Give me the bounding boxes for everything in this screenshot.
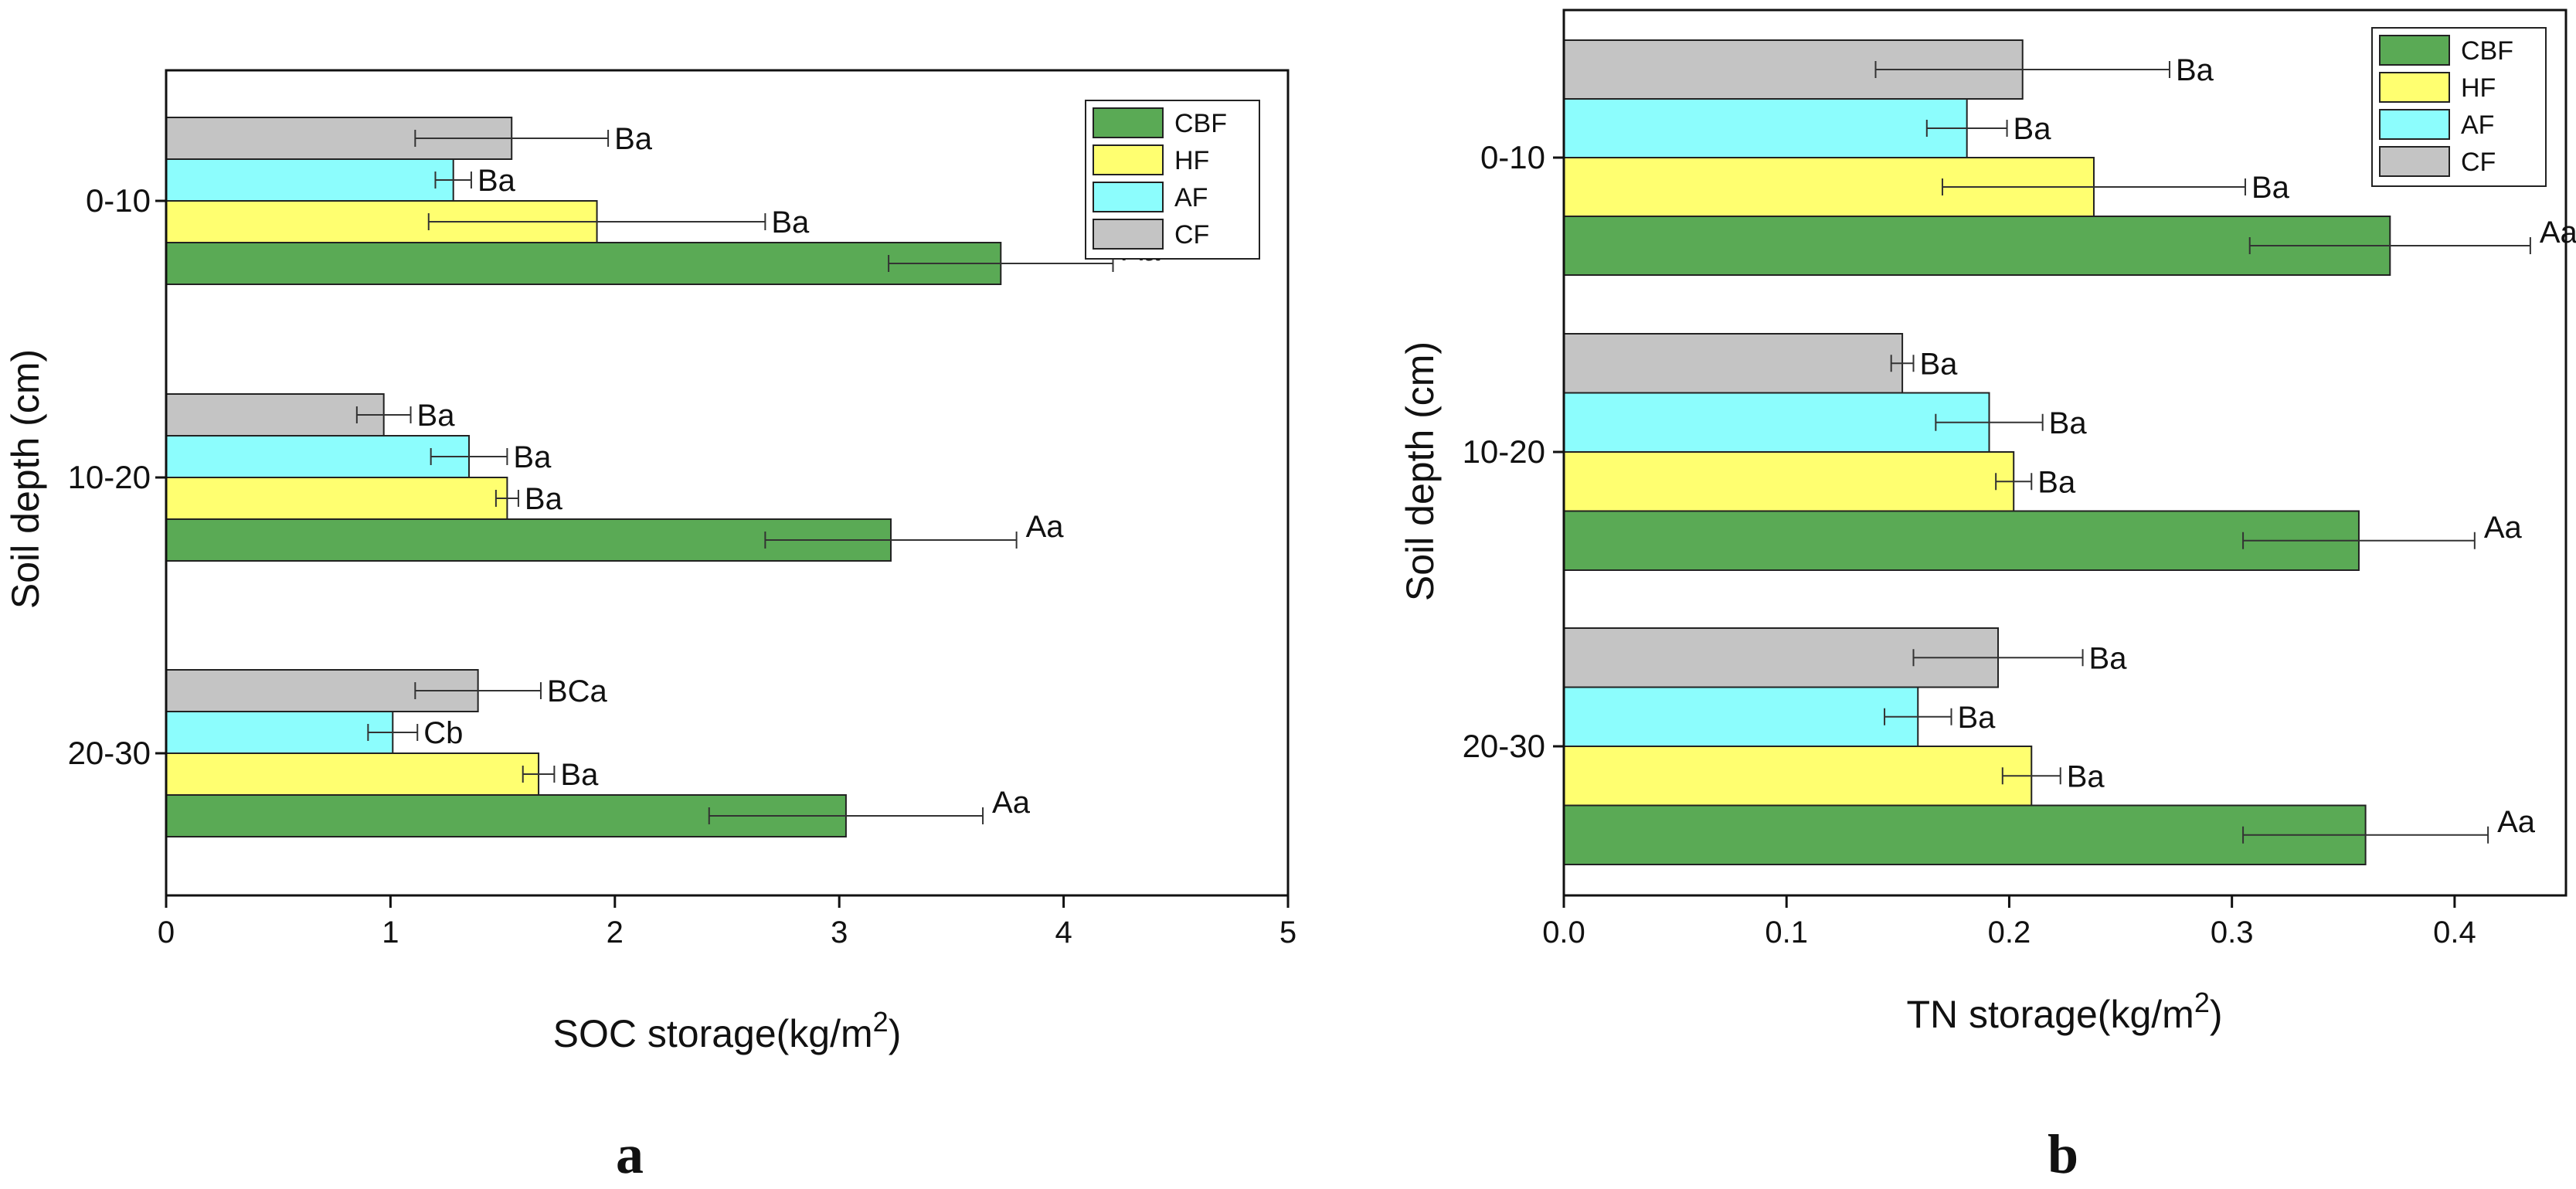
x-axis-title-superscript: 2 <box>873 1006 889 1038</box>
x-tick-label: 0.2 <box>1988 916 2031 950</box>
significance-label: Ba <box>2049 406 2088 440</box>
significance-label: Ba <box>1920 347 1959 381</box>
significance-label: BCa <box>547 674 608 708</box>
bar-af-20-30 <box>165 711 394 754</box>
significance-label: Ba <box>614 122 653 156</box>
significance-label: Ba <box>2089 641 2128 675</box>
x-axis-title: SOC storage(kg/m2) <box>553 1006 902 1055</box>
y-tick-label: 20-30 <box>68 735 151 771</box>
bar-hf-10-20 <box>1563 451 2015 512</box>
significance-label: Aa <box>2497 805 2536 839</box>
y-tick-label: 0-10 <box>1480 139 1545 175</box>
x-axis-title-close: ) <box>2210 993 2223 1036</box>
x-axis-title-superscript: 2 <box>2194 987 2210 1018</box>
legend-swatch-hf <box>2379 72 2450 103</box>
legend-swatch-cbf <box>1093 107 1164 138</box>
panel-letter-a: a <box>616 1123 644 1185</box>
bar-af-10-20 <box>165 435 471 478</box>
significance-label: Ba <box>2014 112 2052 146</box>
bar-cf-10-20 <box>1563 333 1904 394</box>
significance-label: Ba <box>771 206 810 239</box>
legend-swatch-cf <box>1093 219 1164 250</box>
bar-af-0-10 <box>165 158 454 202</box>
x-tick-label: 0.3 <box>2211 916 2254 950</box>
significance-label: Ba <box>1958 701 1997 735</box>
significance-label: Ba <box>477 164 516 198</box>
significance-label: Cb <box>423 716 463 750</box>
x-axis-title: TN storage(kg/m2) <box>1906 987 2222 1036</box>
legend-label-hf: HF <box>2461 73 2496 103</box>
legend-label-cf: CF <box>2461 148 2496 177</box>
legend-label-hf: HF <box>1174 146 1209 175</box>
significance-label: Aa <box>2484 511 2523 545</box>
legend-swatch-cbf <box>2379 35 2450 66</box>
significance-label: Aa <box>2540 216 2576 250</box>
x-tick-label: 4 <box>1055 916 1072 950</box>
bar-af-20-30 <box>1563 686 1919 747</box>
legend-swatch-af <box>1093 182 1164 212</box>
y-tick-label: 20-30 <box>1463 728 1545 764</box>
significance-label: Ba <box>560 758 599 792</box>
significance-label: Ba <box>2176 53 2214 87</box>
bar-cf-10-20 <box>165 393 385 437</box>
y-tick-label: 10-20 <box>68 459 151 495</box>
x-tick-label: 0.0 <box>1542 916 1585 950</box>
bar-af-0-10 <box>1563 98 1968 158</box>
x-tick-label: 0 <box>158 916 175 950</box>
significance-label: Aa <box>1026 510 1065 544</box>
x-axis-title-text: TN storage(kg/m <box>1906 993 2194 1036</box>
significance-label: Ba <box>513 440 552 474</box>
bar-hf-20-30 <box>1563 746 2033 807</box>
legend-swatch-hf <box>1093 144 1164 175</box>
y-tick-label: 0-10 <box>86 182 151 219</box>
legend-label-cbf: CBF <box>1174 109 1227 138</box>
bar-hf-10-20 <box>165 477 508 520</box>
plot-frame <box>165 69 1290 897</box>
chart-panel-b: Ba Ba Ba Aa 0-10 Ba Ba Ba Aa 10-20 Ba Ba Ba Aa 20-30 0.… <box>1398 8 2576 1036</box>
x-axis-title-text: SOC storage(kg/m <box>553 1012 873 1055</box>
significance-label: Ba <box>525 482 563 516</box>
x-tick-label: 0.4 <box>2433 916 2476 950</box>
x-tick-label: 3 <box>831 916 848 950</box>
panel-letter-b: b <box>2048 1123 2078 1185</box>
significance-label: Ba <box>2251 171 2290 205</box>
significance-label: Ba <box>2037 465 2076 499</box>
chart-panel-a: BaBaBaAa0-10BaBaBaAa10-20BCaCbBaAa20-300… <box>4 69 1296 1055</box>
y-axis-title: Soil depth (cm) <box>1398 341 1442 601</box>
bar-hf-20-30 <box>165 752 540 796</box>
significance-label: Aa <box>992 786 1031 820</box>
bar-af-10-20 <box>1563 392 1990 453</box>
legend-label-cf: CF <box>1174 220 1209 250</box>
x-tick-label: 1 <box>382 916 399 950</box>
significance-label: Ba <box>417 399 456 433</box>
legend-label-af: AF <box>2461 110 2494 140</box>
legend-label-cbf: CBF <box>2461 36 2513 66</box>
bar-cbf-10-20 <box>1563 510 2360 571</box>
y-tick-label: 10-20 <box>1463 433 1545 470</box>
x-tick-label: 5 <box>1280 916 1296 950</box>
legend-label-af: AF <box>1174 183 1208 212</box>
x-axis-title-close: ) <box>889 1012 902 1055</box>
x-tick-label: 0.1 <box>1765 916 1808 950</box>
bar-cbf-0-10 <box>165 242 1002 285</box>
x-tick-label: 2 <box>607 916 624 950</box>
significance-label: Ba <box>2067 759 2105 793</box>
legend-swatch-cf <box>2379 146 2450 177</box>
y-axis-title: Soil depth (cm) <box>4 349 47 609</box>
legend-swatch-af <box>2379 109 2450 140</box>
